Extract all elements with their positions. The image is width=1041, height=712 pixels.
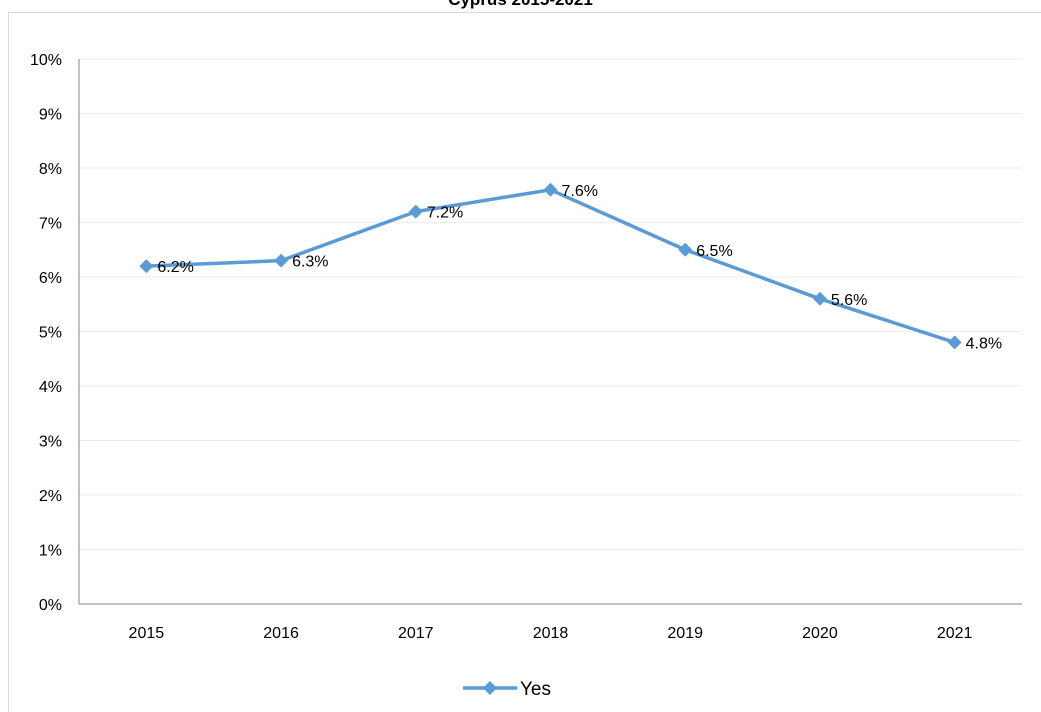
x-tick-label: 2021 (937, 625, 973, 642)
x-tick-label: 2018 (533, 625, 569, 642)
data-point-marker (678, 242, 693, 257)
data-label: 6.2% (157, 259, 193, 276)
data-label: 5.6% (831, 292, 867, 309)
y-tick-label: 0% (39, 597, 62, 614)
y-tick-label: 6% (39, 270, 62, 287)
data-label: 7.6% (562, 183, 598, 200)
y-tick-label: 5% (39, 325, 62, 342)
y-tick-label: 10% (30, 52, 62, 69)
legend-marker (483, 681, 497, 695)
data-label: 7.2% (427, 205, 463, 222)
x-tick-label: 2016 (263, 625, 299, 642)
x-tick-label: 2015 (129, 625, 165, 642)
x-tick-label: 2017 (398, 625, 434, 642)
data-point-marker (139, 259, 154, 274)
y-tick-label: 3% (39, 434, 62, 451)
data-point-marker (408, 204, 423, 219)
chart-border-left (8, 12, 9, 712)
y-tick-label: 7% (39, 216, 62, 233)
y-tick-label: 1% (39, 543, 62, 560)
data-label: 6.5% (696, 243, 732, 260)
data-label: 6.3% (292, 254, 328, 271)
series-line-yes (146, 188, 956, 345)
series-yes (139, 182, 962, 350)
y-tick-label: 4% (39, 379, 62, 396)
x-tick-label: 2020 (802, 625, 838, 642)
y-tick-label: 9% (39, 107, 62, 124)
data-point-marker (812, 291, 827, 306)
x-tick-label: 2019 (667, 625, 703, 642)
data-point-marker (274, 253, 289, 268)
gridlines (79, 58, 1022, 550)
chart-border-top (8, 12, 1041, 13)
chart-title: Cyprus 2015-2021 (0, 0, 1041, 12)
y-tick-label: 8% (39, 161, 62, 178)
data-label: 4.8% (966, 335, 1002, 352)
data-labels: 6.2% 6.3% 7.2% 7.6% 6.5% 5.6% 4.8% (157, 183, 1002, 353)
data-point-marker (947, 335, 962, 350)
legend: Yes (463, 679, 551, 700)
data-point-marker (543, 182, 558, 197)
legend-label: Yes (520, 679, 551, 700)
y-tick-label: 2% (39, 488, 62, 505)
axes: 0% 1% 2% 3% 4% 5% 6% 7% 8% 9% 10% 2015 2016 2017 2018 2… (30, 52, 1022, 642)
